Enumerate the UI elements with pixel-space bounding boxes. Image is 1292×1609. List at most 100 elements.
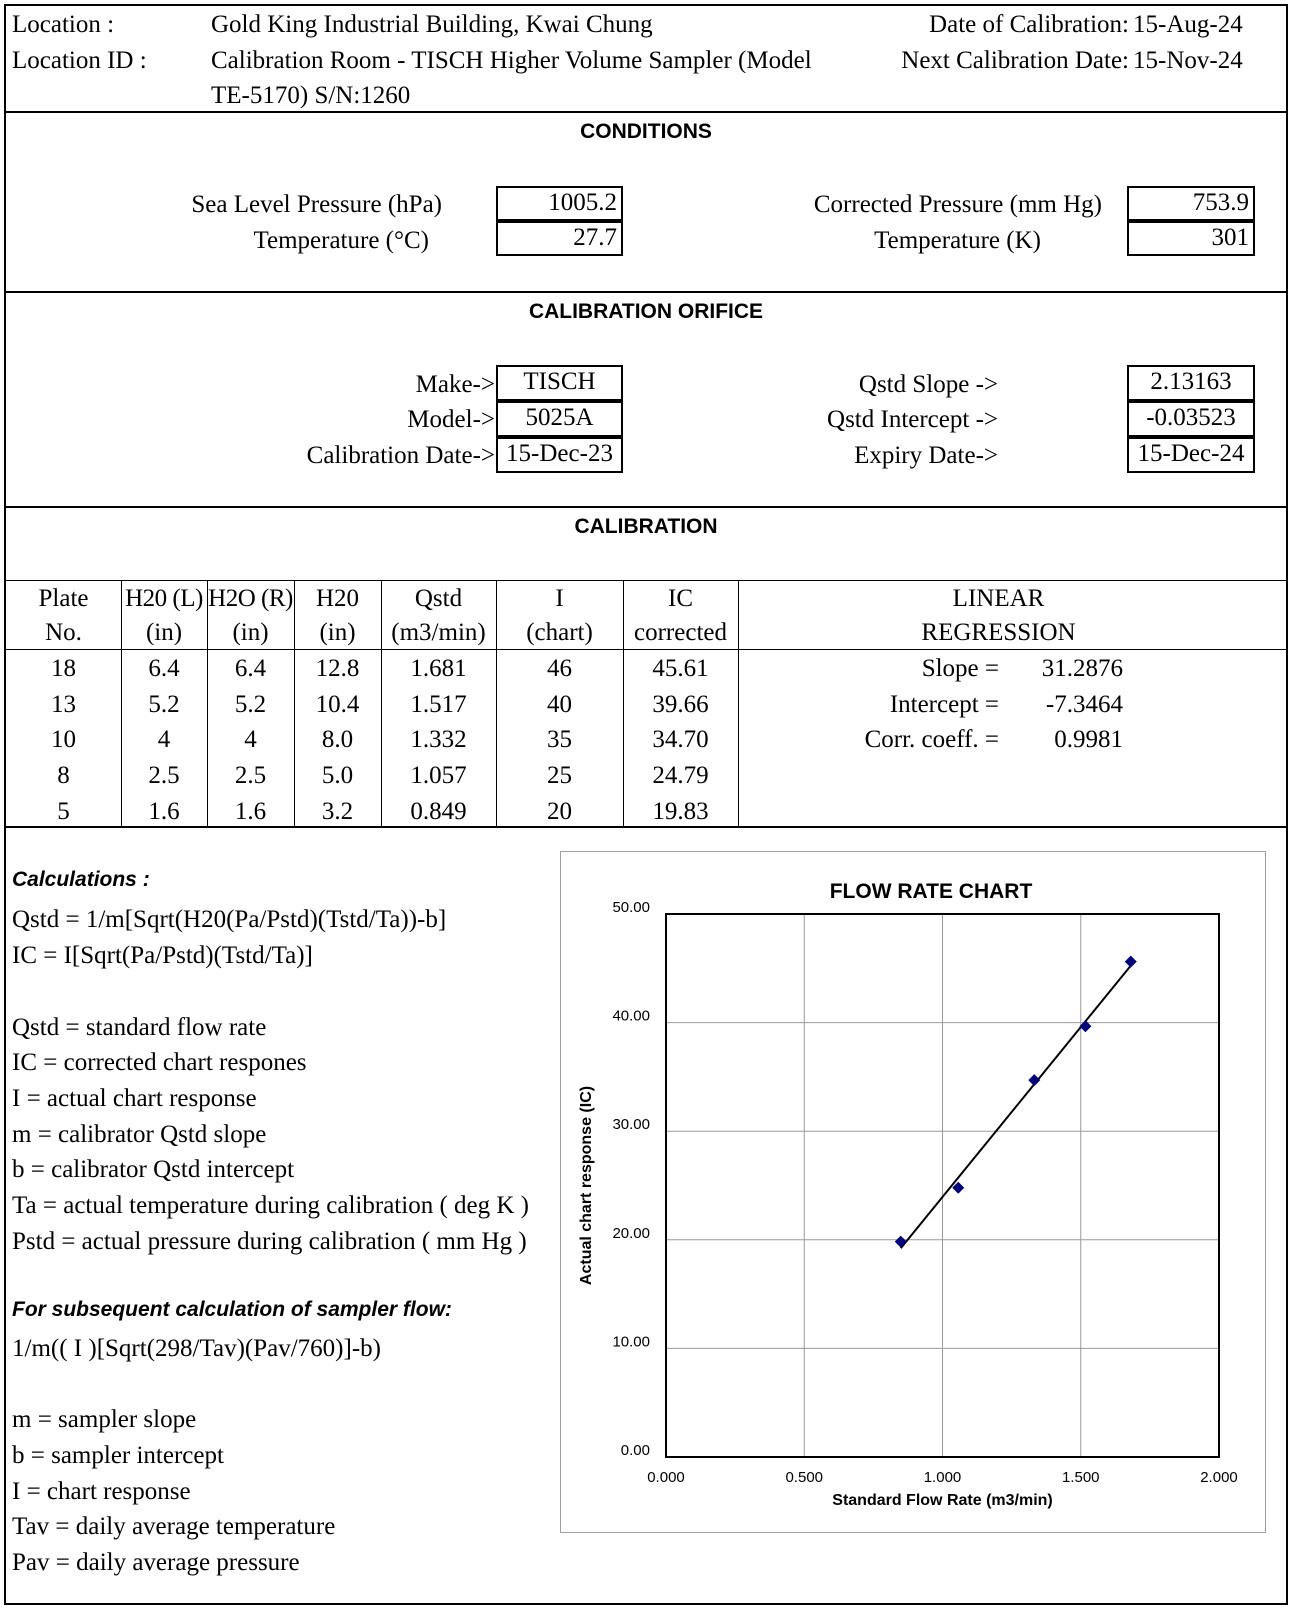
- cell-plate-no: 18: [51, 655, 76, 682]
- temperature-c-value: 27.7: [496, 221, 623, 256]
- y-axis-label: Actual chart response (IC): [578, 1086, 595, 1285]
- header-plate-unit: No.: [45, 619, 82, 646]
- cell-h2o: 10.4: [315, 691, 360, 718]
- cell-i-chart: 35: [547, 726, 572, 753]
- temperature-c-label: Temperature (°C): [253, 227, 429, 254]
- sampler-definition-line: m = sampler slope: [12, 1406, 197, 1433]
- regression-corr-label: Corr. coeff. =: [864, 726, 999, 753]
- sea-level-pressure-value: 1005.2: [496, 186, 623, 221]
- data-point: [1124, 955, 1137, 968]
- cell-i-chart: 46: [547, 655, 572, 682]
- orifice-calibration-date-value: 15-Dec-23: [496, 437, 623, 473]
- cell-ic-corrected: 45.61: [652, 655, 709, 682]
- corrected-pressure-label: Corrected Pressure (mm Hg): [813, 191, 1102, 218]
- y-tick-label: 50.00: [612, 899, 650, 916]
- report-frame: [4, 4, 1288, 1605]
- column-divider: [207, 580, 208, 826]
- header-regression: REGRESSION: [921, 619, 1076, 646]
- table-top-border: [4, 580, 1288, 581]
- x-tick-label: 0.500: [785, 1469, 823, 1486]
- cell-i-chart: 25: [547, 762, 572, 789]
- flow-rate-chart: FLOW RATE CHART 0.000 0.500 1.000 1.500 2.000…: [560, 851, 1266, 1533]
- make-value: TISCH: [496, 365, 623, 401]
- definition-line: b = calibrator Qstd intercept: [12, 1156, 295, 1183]
- location-label: Location :: [12, 11, 115, 38]
- column-divider: [738, 580, 739, 826]
- orifice-title: CALIBRATION ORIFICE: [528, 300, 764, 323]
- cell-h2o: 5.0: [321, 762, 354, 789]
- x-tick-label: 2.000: [1200, 1469, 1238, 1486]
- temperature-k-label: Temperature (K): [874, 227, 1041, 254]
- qstd-intercept-label: Qstd Intercept ->: [827, 406, 998, 433]
- calculations-heading: Calculations :: [12, 868, 150, 891]
- sampler-definition-line: b = sampler intercept: [12, 1442, 224, 1469]
- definition-line: IC = corrected chart respones: [12, 1049, 307, 1076]
- calibration-date-label: Date of Calibration:: [929, 11, 1129, 38]
- x-tick-label: 0.000: [647, 1469, 685, 1486]
- divider: [4, 826, 1288, 828]
- regression-slope-value: 31.2876: [1041, 655, 1123, 682]
- cell-qstd: 1.517: [410, 691, 467, 718]
- column-divider: [121, 580, 122, 826]
- cell-ic-corrected: 39.66: [652, 691, 709, 718]
- cell-ic-corrected: 24.79: [652, 762, 709, 789]
- divider: [4, 111, 1288, 113]
- y-tick-label: 30.00: [612, 1116, 650, 1133]
- formula-line: Qstd = 1/m[Sqrt(H20(Pa/Pstd)(Tstd/Ta))-b…: [12, 906, 447, 933]
- model-value: 5025A: [496, 401, 623, 437]
- formula-line: IC = I[Sqrt(Pa/Pstd)(Tstd/Ta)]: [12, 942, 313, 969]
- header-plate: Plate: [38, 585, 89, 612]
- definition-line: Qstd = standard flow rate: [12, 1014, 267, 1041]
- cell-i-chart: 40: [547, 691, 572, 718]
- cell-h2o-right: 4: [244, 726, 257, 753]
- location-id-value-line2: TE-5170) S/N:1260: [211, 82, 411, 109]
- header-qstd-unit: (m3/min): [391, 619, 486, 646]
- chart-title: FLOW RATE CHART: [830, 880, 1033, 903]
- sampler-definition-line: Tav = daily average temperature: [12, 1513, 336, 1540]
- y-tick-label: 40.00: [612, 1008, 650, 1025]
- cell-ic-corrected: 34.70: [652, 726, 709, 753]
- subsequent-formula: 1/m(( I )[Sqrt(298/Tav)(Pav/760)]-b): [12, 1335, 381, 1362]
- column-divider: [496, 580, 497, 826]
- expiry-date-value: 15-Dec-24: [1127, 437, 1255, 473]
- flow-rate-chart-svg: FLOW RATE CHART 0.000 0.500 1.000 1.500 2.000…: [578, 880, 1238, 1509]
- expiry-date-label: Expiry Date->: [854, 442, 998, 469]
- cell-h2o: 12.8: [315, 655, 360, 682]
- definition-line: Pstd = actual pressure during calibratio…: [12, 1228, 527, 1255]
- cell-plate-no: 10: [51, 726, 76, 753]
- regression-intercept-value: -7.3464: [1045, 691, 1123, 718]
- regression-slope-label: Slope =: [921, 655, 999, 682]
- cell-h2o-right: 6.4: [234, 655, 267, 682]
- cell-h2o-left: 6.4: [148, 655, 180, 682]
- column-divider: [381, 580, 382, 826]
- qstd-slope-label: Qstd Slope ->: [858, 371, 998, 398]
- calibration-date-value: 15-Aug-24: [1133, 11, 1243, 38]
- y-tick-label: 20.00: [612, 1225, 650, 1242]
- header-h2o-left: H20 (L): [125, 585, 203, 612]
- cell-h2o: 3.2: [321, 798, 354, 825]
- definition-line: m = calibrator Qstd slope: [12, 1121, 267, 1148]
- orifice-calibration-date-label: Calibration Date->: [306, 442, 495, 469]
- data-point: [1079, 1020, 1092, 1033]
- regression-intercept-label: Intercept =: [889, 691, 999, 718]
- cell-qstd: 1.681: [410, 655, 467, 682]
- sampler-definition-line: I = chart response: [12, 1478, 191, 1505]
- cell-plate-no: 8: [57, 762, 70, 789]
- cell-qstd: 0.849: [410, 798, 467, 825]
- header-i: I: [555, 585, 564, 612]
- regression-corr-value: 0.9981: [1054, 726, 1123, 753]
- definition-line: Ta = actual temperature during calibrati…: [12, 1192, 529, 1219]
- y-tick-label: 0.00: [621, 1442, 650, 1459]
- divider: [4, 506, 1288, 508]
- table-header-border: [4, 649, 1288, 650]
- x-tick-label: 1.000: [924, 1469, 962, 1486]
- divider: [4, 291, 1288, 293]
- header-linear: LINEAR: [952, 585, 1045, 612]
- cell-h2o-right: 1.6: [234, 798, 267, 825]
- location-value: Gold King Industrial Building, Kwai Chun…: [211, 11, 653, 38]
- cell-h2o-right: 5.2: [234, 691, 267, 718]
- x-tick-label: 1.500: [1062, 1469, 1100, 1486]
- corrected-pressure-value: 753.9: [1127, 186, 1255, 221]
- conditions-title: CONDITIONS: [580, 120, 712, 143]
- sea-level-pressure-label: Sea Level Pressure (hPa): [191, 191, 442, 218]
